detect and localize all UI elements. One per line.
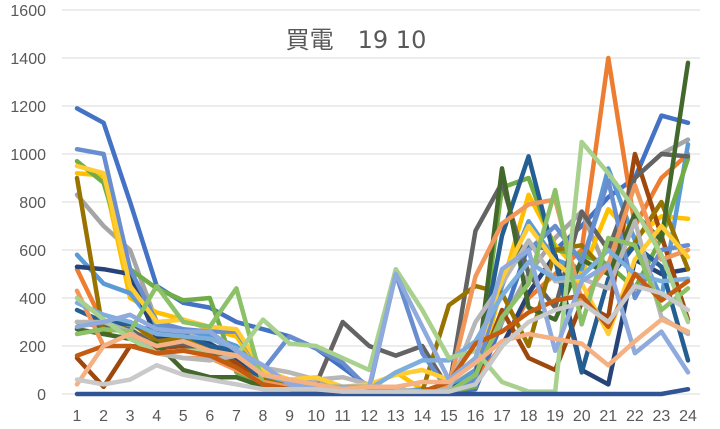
x-tick-label: 5: [179, 408, 188, 425]
series-line: [74, 317, 691, 392]
x-tick-label: 23: [653, 408, 671, 425]
chart-title: 買電 19 10: [286, 26, 427, 54]
x-tick-label: 15: [440, 408, 458, 425]
x-tick-label: 8: [259, 408, 268, 425]
series-lines: [74, 55, 691, 397]
y-tick-label: 200: [19, 339, 46, 356]
x-tick-label: 3: [126, 408, 135, 425]
series-line: [74, 247, 691, 392]
series-line: [74, 283, 691, 394]
x-tick-label: 4: [152, 408, 161, 425]
y-tick-label: 0: [37, 387, 46, 404]
x-tick-label: 14: [413, 408, 431, 425]
series-line: [74, 247, 691, 392]
series-line: [74, 386, 691, 397]
x-tick-label: 1: [73, 408, 82, 425]
y-tick-label: 1000: [10, 147, 46, 164]
x-tick-label: 2: [99, 408, 108, 425]
y-axis-ticks: 0 200 400 600 800 1000 1200 1400 1600: [10, 3, 46, 404]
x-tick-label: 18: [520, 408, 538, 425]
x-tick-label: 24: [679, 408, 697, 425]
y-tick-label: 1400: [10, 51, 46, 68]
x-tick-label: 17: [493, 408, 511, 425]
x-tick-label: 19: [546, 408, 564, 425]
y-tick-label: 1600: [10, 3, 46, 20]
x-tick-label: 6: [205, 408, 214, 425]
x-tick-label: 11: [334, 408, 351, 425]
x-tick-label: 21: [599, 408, 617, 425]
x-tick-label: 13: [387, 408, 405, 425]
x-tick-label: 9: [285, 408, 294, 425]
x-tick-label: 20: [573, 408, 591, 425]
y-tick-label: 800: [19, 195, 46, 212]
x-tick-label: 22: [626, 408, 644, 425]
x-tick-label: 10: [307, 408, 325, 425]
y-tick-label: 1200: [10, 99, 46, 116]
x-axis-ticks: 1 2 3 4 5 6 7 8 9 10 11 12 13 14 15 16 17 18 19 20 21 22 23 24: [73, 408, 697, 425]
x-tick-label: 12: [360, 408, 378, 425]
x-tick-label: 16: [467, 408, 485, 425]
y-tick-label: 400: [19, 291, 46, 308]
x-tick-label: 7: [232, 408, 241, 425]
y-tick-label: 600: [19, 243, 46, 260]
